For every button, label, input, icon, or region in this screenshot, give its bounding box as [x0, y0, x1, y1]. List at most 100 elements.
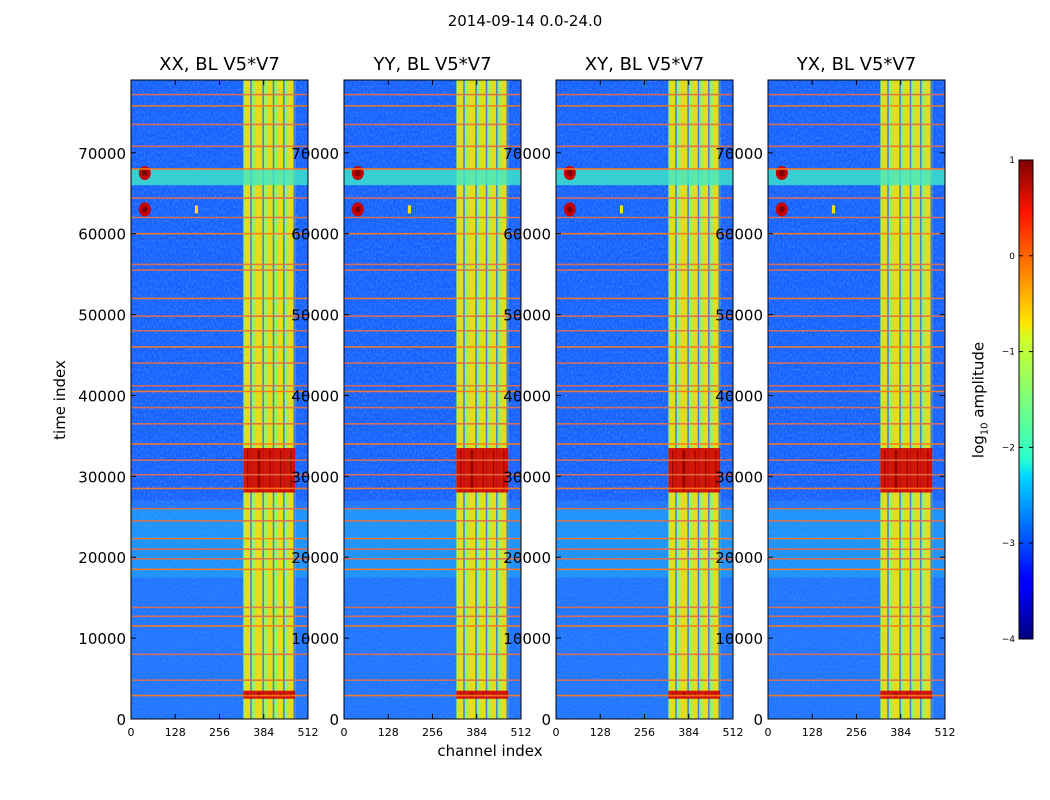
y-tick-label: 20000: [291, 549, 339, 567]
panel-yx: 0 128 256 384 512 0 10000 20000 30000 40000 50000 6…: [715, 79, 956, 739]
bright-channel-stripe: [490, 80, 497, 719]
x-tick-label: 384: [466, 726, 487, 739]
x-tick-label: 384: [253, 726, 274, 739]
channel-gap-line: [475, 80, 477, 719]
y-axis-label: time index: [51, 360, 69, 440]
rfi-spot-small: [831, 205, 835, 214]
panel-title-xx: XX, BL V5*V7: [159, 54, 280, 75]
strong-burst-core: [927, 450, 929, 491]
panel-title-yx: YX, BL V5*V7: [796, 54, 917, 75]
bright-channel-stripe: [925, 80, 931, 719]
y-tick-label: 10000: [503, 630, 551, 648]
channel-gap-line: [697, 80, 700, 719]
rfi-spot-core: [141, 170, 148, 177]
strong-burst: [880, 690, 933, 699]
strong-burst-core: [884, 692, 886, 697]
y-tick-label: 30000: [715, 468, 763, 486]
y-tick-label: 40000: [715, 387, 763, 405]
strong-burst-core: [460, 450, 462, 491]
colorbar-tick-label: −4: [1002, 635, 1016, 645]
y-tick-label: 20000: [715, 549, 763, 567]
strong-burst-core: [290, 692, 292, 697]
strong-burst-core: [257, 692, 261, 697]
strong-burst-core: [694, 692, 696, 697]
rfi-spot-core: [778, 206, 785, 213]
x-tick-label: 128: [802, 726, 823, 739]
y-tick-label: 0: [753, 711, 763, 729]
x-tick-label: 512: [723, 726, 744, 739]
colorbar-label-rest: amplitude: [969, 341, 988, 423]
panel-xx: 0 128 256 384 512 0 10000 20000 30000 40000 50000 6…: [78, 79, 319, 739]
strong-burst-core: [927, 692, 929, 697]
rfi-block: [344, 168, 521, 186]
y-tick-label: 50000: [78, 307, 126, 325]
y-tick-label: 70000: [715, 145, 763, 163]
rfi-spot-core: [141, 206, 148, 213]
panel-title-xy: XY, BL V5*V7: [584, 54, 705, 75]
bright-channel-stripe: [468, 80, 476, 719]
strong-burst-core: [682, 450, 686, 491]
rfi-block: [131, 168, 308, 186]
y-tick-label: 20000: [503, 549, 551, 567]
y-tick-label: 10000: [78, 630, 126, 648]
colorbar-tick-label: −1: [1002, 348, 1015, 358]
channel-gap-line: [283, 80, 285, 719]
channel-gap-line: [687, 80, 689, 719]
channel-gap-line: [485, 80, 488, 719]
strong-burst-core: [269, 450, 271, 491]
y-tick-label: 60000: [78, 226, 126, 244]
colorbar-tick-label: 1: [1009, 156, 1015, 166]
panel-xy: 0 128 256 384 512 0 10000 20000 30000 40000 50000 6…: [503, 79, 744, 739]
y-tick-label: 60000: [715, 226, 763, 244]
colorbar-label-sub: 10: [979, 422, 991, 436]
strong-burst-core: [894, 450, 898, 491]
bright-channel-stripe: [458, 80, 464, 719]
strong-burst-core: [482, 450, 484, 491]
x-tick-label: 0: [128, 726, 135, 739]
colorbar-label-base: log: [969, 435, 988, 459]
channel-gap-line: [887, 80, 889, 719]
y-tick-label: 50000: [503, 307, 551, 325]
channel-gap-line: [250, 80, 252, 719]
y-tick-label: 10000: [715, 630, 763, 648]
y-tick-label: 70000: [78, 145, 126, 163]
strong-burst: [668, 690, 721, 699]
heatmap-image: [344, 80, 521, 719]
strong-burst-core: [460, 692, 462, 697]
colorbar-label: log10 amplitude: [970, 342, 991, 458]
bright-channel-stripe: [680, 80, 688, 719]
channel-gap-line: [496, 80, 498, 719]
x-tick-label: 128: [590, 726, 611, 739]
rfi-spot-small: [407, 205, 411, 214]
bright-channel-stripe: [702, 80, 709, 719]
bright-channel-stripe: [501, 80, 507, 719]
strong-burst: [243, 448, 296, 493]
rfi-spot-core: [354, 206, 361, 213]
strong-burst-core: [704, 692, 707, 697]
channel-gap-line: [920, 80, 922, 719]
channel-gap-line: [930, 80, 932, 719]
bright-channel-stripe: [670, 80, 676, 719]
strong-burst-core: [906, 450, 908, 491]
y-tick-label: 60000: [503, 226, 551, 244]
y-tick-label: 40000: [503, 387, 551, 405]
bright-channel-stripe: [480, 80, 486, 719]
strong-burst-core: [894, 692, 898, 697]
x-tick-label: 256: [209, 726, 230, 739]
strong-burst-core: [470, 450, 474, 491]
strong-burst-core: [916, 692, 919, 697]
x-tick-label: 128: [165, 726, 186, 739]
bright-channel-stripe: [255, 80, 263, 719]
strong-burst-core: [503, 692, 505, 697]
bright-channel-stripe: [904, 80, 910, 719]
panel-title-yy: YY, BL V5*V7: [373, 54, 492, 75]
panels-group: 0 128 256 384 512 0 10000 20000 30000 40000 50000 6…: [78, 79, 956, 739]
x-tick-label: 512: [298, 726, 319, 739]
y-tick-label: 60000: [291, 226, 339, 244]
strong-burst-core: [682, 692, 686, 697]
x-tick-label: 0: [341, 726, 348, 739]
strong-burst-core: [694, 450, 696, 491]
colorbar-tick-label: 0: [1009, 252, 1015, 262]
strong-burst-core: [704, 450, 707, 491]
bright-channel-stripe: [892, 80, 900, 719]
